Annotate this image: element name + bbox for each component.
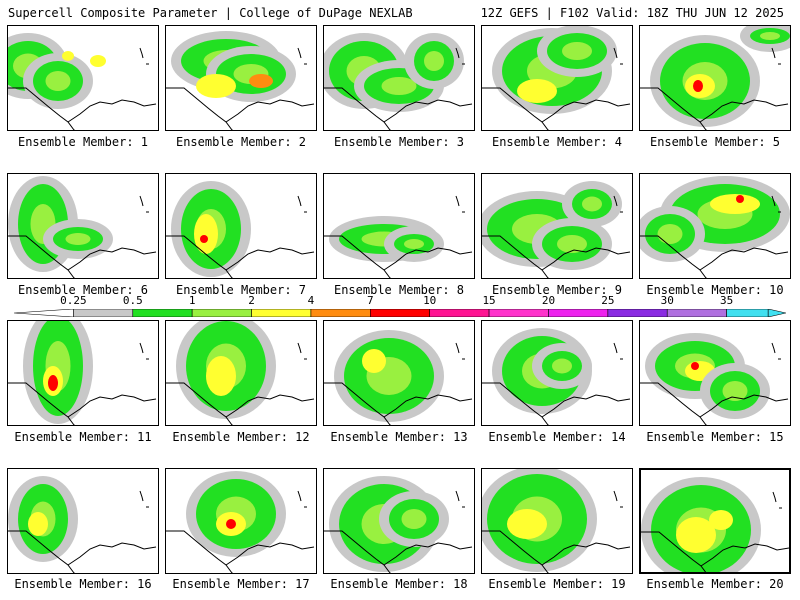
ensemble-member-label: Ensemble Member: 5	[649, 135, 781, 149]
ensemble-member-label: Ensemble Member: 19	[488, 577, 626, 591]
scp-map	[166, 471, 315, 573]
scp-map	[324, 476, 473, 573]
ensemble-panel-17[interactable]	[165, 468, 317, 574]
ensemble-panel-1[interactable]	[7, 25, 159, 131]
scp-map	[324, 33, 473, 130]
ensemble-member-label: Ensemble Member: 12	[172, 430, 310, 444]
ensemble-panel-20[interactable]	[639, 468, 791, 574]
ensemble-member-label: Ensemble Member: 18	[330, 577, 468, 591]
colorbar-segment	[488, 309, 549, 317]
colorbar-tick-label: 7	[366, 294, 374, 307]
colorbar-segment	[132, 309, 193, 317]
ensemble-panel-16[interactable]	[7, 468, 159, 574]
scp-map	[324, 330, 473, 425]
ensemble-member-label: Ensemble Member: 14	[488, 430, 626, 444]
page-title: Supercell Composite Parameter | College …	[8, 6, 413, 20]
colorbar-tick-label: 15	[482, 294, 496, 307]
scp-map	[166, 181, 315, 278]
colorbar-tick-label: 25	[601, 294, 615, 307]
ensemble-member-label: Ensemble Member: 2	[175, 135, 307, 149]
ensemble-panel-10[interactable]	[639, 173, 791, 279]
ensemble-panel-15[interactable]	[639, 320, 791, 426]
ensemble-member-label: Ensemble Member: 3	[333, 135, 465, 149]
ensemble-panel-18[interactable]	[323, 468, 475, 574]
ensemble-panel-3[interactable]	[323, 25, 475, 131]
colorbar-high-arrow	[767, 309, 786, 317]
ensemble-panel-14[interactable]	[481, 320, 633, 426]
ensemble-member-label: Ensemble Member: 20	[646, 577, 784, 591]
ensemble-panel-13[interactable]	[323, 320, 475, 426]
colorbar-low-arrow	[14, 309, 74, 317]
colorbar-segment	[666, 309, 727, 317]
colorbar-segment	[607, 309, 668, 317]
scp-map	[640, 176, 790, 278]
colorbar-tick-label: 2	[248, 294, 255, 307]
colorbar-tick-label: 0.25	[60, 294, 87, 307]
ensemble-member-label: Ensemble Member: 8	[333, 283, 465, 297]
ensemble-panel-12[interactable]	[165, 320, 317, 426]
colorbar-tick-label: 1	[188, 294, 196, 307]
ensemble-member-label: Ensemble Member: 15	[646, 430, 784, 444]
ensemble-member-label: Ensemble Member: 17	[172, 577, 310, 591]
scp-map	[8, 321, 157, 425]
colorbar-tick-label: 20	[541, 294, 556, 307]
ensemble-member-label: Ensemble Member: 11	[14, 430, 152, 444]
colorbar-tick-label: 30	[660, 294, 674, 307]
scp-map	[482, 469, 631, 573]
colorbar-segment	[251, 309, 312, 317]
scp-map	[166, 31, 315, 130]
colorbar	[14, 309, 786, 317]
scp-map	[8, 33, 157, 130]
colorbar-tick-label: 0.5	[122, 294, 143, 307]
ensemble-panel-11[interactable]	[7, 320, 159, 426]
scp-map	[8, 176, 157, 278]
ensemble-member-label: Ensemble Member: 16	[14, 577, 152, 591]
ensemble-member-label: Ensemble Member: 1	[17, 135, 149, 149]
colorbar-segment	[310, 309, 371, 317]
scp-map	[482, 26, 631, 130]
run-info: 12Z GEFS | F102 Valid: 18Z THU JUN 12 20…	[480, 6, 784, 20]
ensemble-member-label: Ensemble Member: 13	[330, 430, 468, 444]
ensemble-panel-7[interactable]	[165, 173, 317, 279]
ensemble-member-label: Ensemble Member: 4	[491, 135, 623, 149]
colorbar-tick-label: 10	[423, 294, 437, 307]
scp-map	[482, 328, 631, 425]
colorbar-segment	[191, 309, 252, 317]
colorbar-segment	[429, 309, 490, 317]
ensemble-panel-19[interactable]	[481, 468, 633, 574]
scp-map	[324, 195, 473, 278]
colorbar-segment	[370, 309, 430, 317]
scp-map	[166, 321, 315, 425]
ensemble-member-label: Ensemble Member: 9	[491, 283, 623, 297]
colorbar-segment	[548, 309, 609, 317]
ensemble-panel-5[interactable]	[639, 25, 791, 131]
ensemble-member-label: Ensemble Member: 6	[17, 283, 149, 297]
scp-map	[640, 26, 790, 130]
ensemble-member-label: Ensemble Member: 7	[175, 283, 307, 297]
ensemble-panel-6[interactable]	[7, 173, 159, 279]
ensemble-panel-8[interactable]	[323, 173, 475, 279]
ensemble-panel-9[interactable]	[481, 173, 633, 279]
colorbar-tick-label: 35	[719, 294, 734, 307]
colorbar-segment	[726, 309, 769, 317]
ensemble-panel-4[interactable]	[481, 25, 633, 131]
scp-map	[8, 476, 157, 573]
colorbar-tick-label: 4	[307, 294, 315, 307]
colorbar-segment	[73, 309, 134, 317]
scp-map	[640, 333, 789, 425]
scp-map	[641, 477, 789, 572]
scp-map	[482, 181, 631, 278]
ensemble-member-label: Ensemble Member: 10	[646, 283, 784, 297]
ensemble-panel-2[interactable]	[165, 25, 317, 131]
